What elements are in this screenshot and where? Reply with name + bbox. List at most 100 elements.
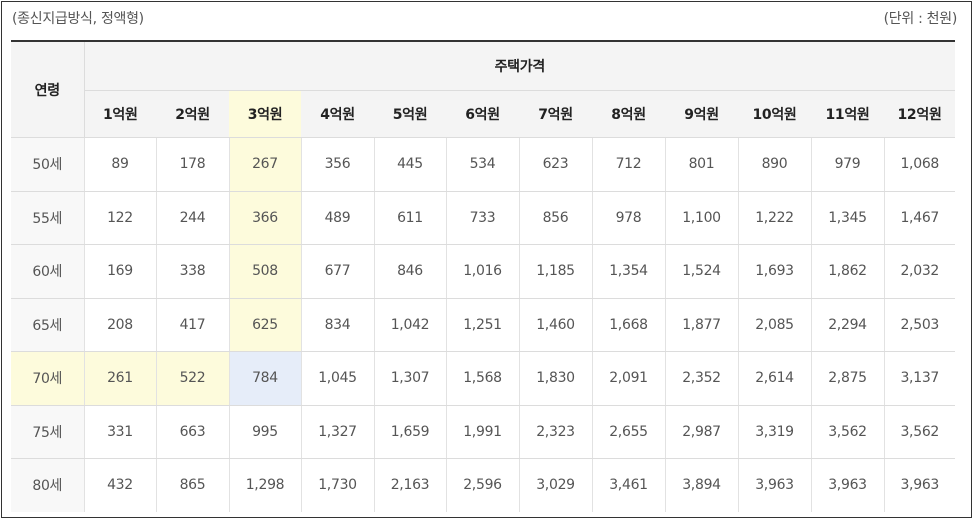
pension-table: 연령 주택가격 1억원 2억원 3억원 4억원 5억원 6억원 7억원 8억원 9억원 10억원 1… [11, 40, 956, 512]
pension-amount-cell: 489 [301, 191, 375, 245]
pension-amount-cell: 3,137 [884, 351, 956, 406]
pension-amount-cell: 534 [446, 137, 520, 192]
table-row: 65세 208 417 625 834 1,042 1,251 1,460 1,668 1,877… [11, 298, 956, 352]
pension-amount-cell: 979 [811, 137, 885, 192]
age-cell: 70세 [11, 351, 85, 406]
pension-amount-cell: 3,029 [519, 458, 593, 512]
pension-amount-cell: 2,352 [665, 351, 739, 406]
pension-amount-cell: 3,461 [592, 458, 666, 512]
price-column-header: 12억원 [884, 90, 956, 138]
price-column-header: 6억원 [446, 90, 519, 138]
pension-amount-cell: 356 [301, 137, 375, 192]
price-column-header: 4억원 [301, 90, 374, 138]
pension-amount-cell: 122 [84, 191, 157, 245]
age-cell: 50세 [11, 137, 85, 192]
age-cell: 75세 [11, 405, 85, 459]
pension-amount-cell: 2,655 [592, 405, 666, 459]
pension-amount-cell: 856 [519, 191, 593, 245]
pension-amount-cell: 508 [229, 244, 302, 299]
pension-amount-cell: 1,222 [738, 191, 812, 245]
pension-amount-cell: 978 [592, 191, 666, 245]
pension-amount-cell: 1,185 [519, 244, 593, 299]
pension-amount-cell: 890 [738, 137, 812, 192]
pension-amount-cell: 1,016 [446, 244, 520, 299]
pension-amount-cell: 3,319 [738, 405, 812, 459]
age-cell: 55세 [11, 191, 85, 245]
pension-amount-cell: 3,562 [811, 405, 885, 459]
pension-amount-cell: 3,963 [811, 458, 885, 512]
pension-amount-cell: 1,068 [884, 137, 956, 192]
pension-amount-cell: 1,307 [374, 351, 447, 406]
price-column-header: 11억원 [811, 90, 884, 138]
pension-amount-cell: 1,345 [811, 191, 885, 245]
pension-amount-cell: 2,614 [738, 351, 812, 406]
pension-amount-cell: 178 [156, 137, 230, 192]
pension-amount-cell: 784 [229, 351, 302, 406]
pension-amount-cell: 2,163 [374, 458, 447, 512]
pension-amount-cell: 1,045 [301, 351, 375, 406]
pension-amount-cell: 733 [446, 191, 520, 245]
pension-amount-cell: 1,877 [665, 298, 739, 352]
pension-amount-cell: 834 [301, 298, 375, 352]
pension-amount-cell: 801 [665, 137, 739, 192]
price-column-header: 8억원 [592, 90, 665, 138]
price-column-header: 2억원 [156, 90, 229, 138]
price-column-header: 10억원 [738, 90, 811, 138]
pension-amount-cell: 432 [84, 458, 157, 512]
price-column-header: 7억원 [519, 90, 592, 138]
pension-amount-cell: 2,503 [884, 298, 956, 352]
table-row: 50세 89 178 267 356 445 534 623 712 801 890 979 1,068 [11, 137, 956, 192]
pension-amount-cell: 1,991 [446, 405, 520, 459]
pension-amount-cell: 2,323 [519, 405, 593, 459]
pension-amount-cell: 169 [84, 244, 157, 299]
price-column-header: 9억원 [665, 90, 738, 138]
pension-amount-cell: 2,987 [665, 405, 739, 459]
pension-amount-cell: 522 [156, 351, 230, 406]
pension-amount-cell: 261 [84, 351, 157, 406]
pension-amount-cell: 208 [84, 298, 157, 352]
pension-amount-cell: 1,100 [665, 191, 739, 245]
pension-amount-cell: 338 [156, 244, 230, 299]
pension-amount-cell: 625 [229, 298, 302, 352]
pension-amount-cell: 1,251 [446, 298, 520, 352]
price-column-header: 1억원 [84, 90, 156, 138]
pension-amount-cell: 1,659 [374, 405, 447, 459]
table-row: 80세 432 865 1,298 1,730 2,163 2,596 3,029 3,461 3… [11, 458, 955, 512]
price-column-header: 5억원 [374, 90, 446, 138]
pension-amount-cell: 1,830 [519, 351, 593, 406]
pension-amount-cell: 1,862 [811, 244, 885, 299]
pension-amount-cell: 2,294 [811, 298, 885, 352]
pension-amount-cell: 2,085 [738, 298, 812, 352]
pension-amount-cell: 712 [592, 137, 666, 192]
house-price-header: 주택가격 [84, 40, 956, 91]
pension-amount-cell: 1,298 [229, 458, 302, 512]
pension-amount-cell: 2,596 [446, 458, 520, 512]
table-row: 75세 331 663 995 1,327 1,659 1,991 2,323 2,655 2,9… [11, 405, 956, 459]
age-cell: 60세 [11, 244, 85, 299]
payment-method-note: (종신지급방식, 정액형) [12, 11, 144, 27]
pension-amount-cell: 1,467 [884, 191, 956, 245]
price-column-header: 3억원 [229, 90, 301, 138]
pension-amount-cell: 1,524 [665, 244, 739, 299]
pension-amount-cell: 663 [156, 405, 230, 459]
pension-amount-cell: 89 [84, 137, 157, 192]
pension-amount-cell: 611 [374, 191, 447, 245]
pension-amount-cell: 2,875 [811, 351, 885, 406]
pension-amount-cell: 3,963 [900, 477, 940, 494]
pension-amount-cell: 3,562 [884, 405, 956, 459]
pension-amount-cell: 2,032 [884, 244, 956, 299]
pension-amount-cell: 3,963 [738, 458, 812, 512]
pension-amount-cell: 1,693 [738, 244, 812, 299]
pension-amount-cell: 244 [156, 191, 230, 245]
pension-amount-cell: 331 [84, 405, 157, 459]
pension-amount-cell: 1,568 [446, 351, 520, 406]
pension-amount-cell: 366 [229, 191, 302, 245]
pension-amount-cell: 1,042 [374, 298, 447, 352]
pension-amount-cell: 623 [519, 137, 593, 192]
pension-amount-cell: 1,730 [301, 458, 375, 512]
pension-amount-cell: 865 [156, 458, 230, 512]
pension-amount-cell: 995 [229, 405, 302, 459]
pension-amount-cell: 3,894 [665, 458, 739, 512]
pension-amount-cell: 846 [374, 244, 447, 299]
